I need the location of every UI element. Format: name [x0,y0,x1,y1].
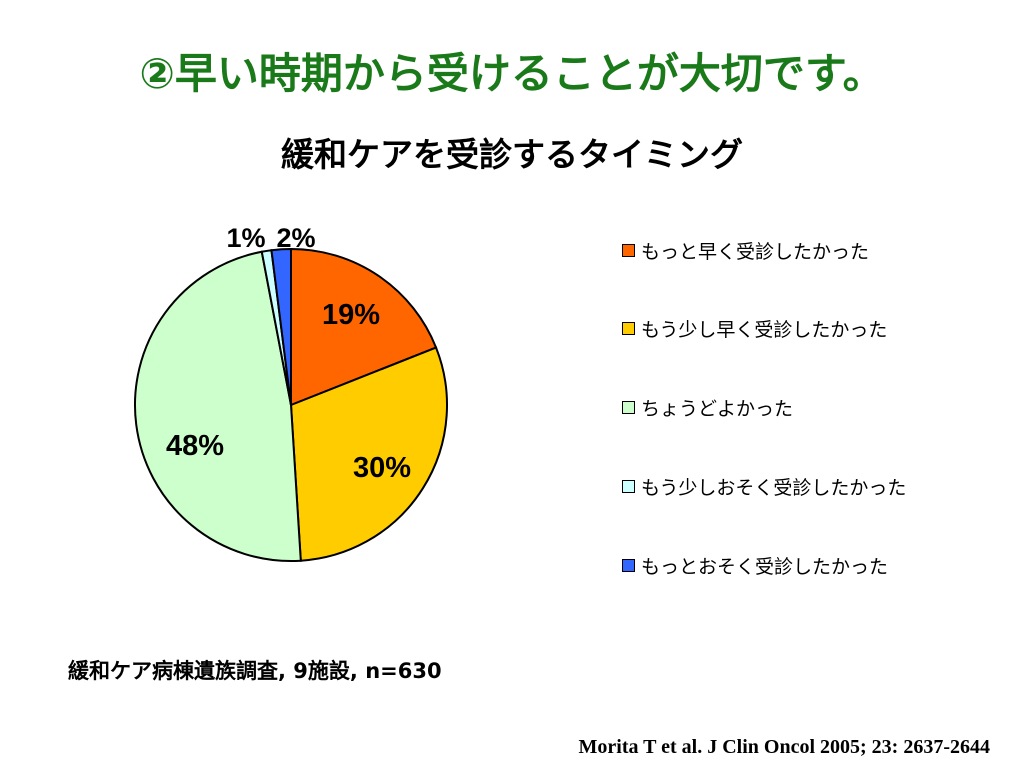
survey-footnote: 緩和ケア病棟遺族調査, 9施設, n=630 [68,659,442,683]
legend-label: もっと早く受診したかった [641,240,870,263]
legend-label: もう少し早く受診したかった [641,318,888,341]
slice-value-label: 2% [276,223,315,253]
pie-slice [289,346,448,562]
legend-swatch [622,243,635,257]
pie-slice [133,250,302,562]
legend-item: もう少し早く受診したかった [622,314,887,342]
legend-label: もう少しおそく受診したかった [641,476,907,499]
legend-swatch [622,479,635,493]
legend-swatch [622,400,635,414]
citation: Morita T et al. J Clin Oncol 2005; 23: 2… [578,736,990,758]
pie-slice [290,247,438,407]
legend-item: もっと早く受診したかった [622,236,869,264]
slice-value-label: 48% [166,430,224,462]
legend-item: もう少しおそく受診したかった [622,472,906,500]
legend-label: もっとおそく受診したかった [641,555,889,578]
slice-value-label: 1% [226,223,265,253]
slide-title: ②早い時期から受けることが大切です。 [139,49,885,98]
chart-title: 緩和ケアを受診するタイミング [281,135,743,174]
legend-item: もっとおそく受診したかった [622,551,888,579]
legend-swatch [622,558,635,572]
legend-swatch [622,321,635,335]
slice-value-label: 30% [353,452,411,484]
legend-item: ちょうどよかった [622,393,793,421]
pie-slice [270,247,292,406]
pie-chart: 19% 30% 48% 1% 2% [133,223,448,562]
legend-label: ちょうどよかった [641,397,794,420]
slice-value-label: 19% [322,299,380,331]
